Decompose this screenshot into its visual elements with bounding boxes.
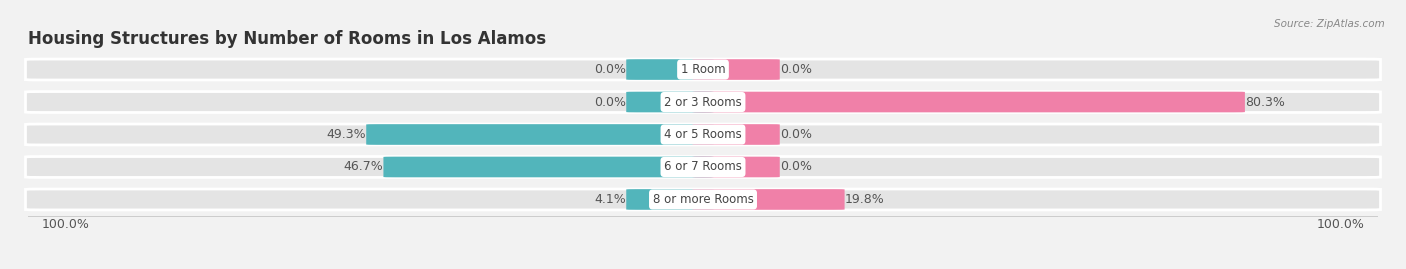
Text: Source: ZipAtlas.com: Source: ZipAtlas.com xyxy=(1274,19,1385,29)
FancyBboxPatch shape xyxy=(692,157,780,177)
Text: Housing Structures by Number of Rooms in Los Alamos: Housing Structures by Number of Rooms in… xyxy=(28,30,547,48)
Text: 19.8%: 19.8% xyxy=(845,193,884,206)
FancyBboxPatch shape xyxy=(366,124,714,145)
Text: 0.0%: 0.0% xyxy=(780,128,811,141)
FancyBboxPatch shape xyxy=(25,157,1381,178)
Text: 0.0%: 0.0% xyxy=(595,95,626,108)
Text: 2 or 3 Rooms: 2 or 3 Rooms xyxy=(664,95,742,108)
Text: 80.3%: 80.3% xyxy=(1244,95,1285,108)
FancyBboxPatch shape xyxy=(692,189,845,210)
Text: 4.1%: 4.1% xyxy=(595,193,626,206)
Text: 0.0%: 0.0% xyxy=(780,161,811,174)
Text: 0.0%: 0.0% xyxy=(780,63,811,76)
FancyBboxPatch shape xyxy=(626,92,714,112)
FancyBboxPatch shape xyxy=(692,124,780,145)
Text: 8 or more Rooms: 8 or more Rooms xyxy=(652,193,754,206)
FancyBboxPatch shape xyxy=(626,189,714,210)
Text: 100.0%: 100.0% xyxy=(1317,218,1365,231)
Text: 46.7%: 46.7% xyxy=(343,161,384,174)
FancyBboxPatch shape xyxy=(384,157,714,177)
Text: 100.0%: 100.0% xyxy=(41,218,89,231)
Text: 4 or 5 Rooms: 4 or 5 Rooms xyxy=(664,128,742,141)
FancyBboxPatch shape xyxy=(25,124,1381,145)
FancyBboxPatch shape xyxy=(25,189,1381,210)
Text: 0.0%: 0.0% xyxy=(595,63,626,76)
FancyBboxPatch shape xyxy=(626,59,714,80)
Text: 6 or 7 Rooms: 6 or 7 Rooms xyxy=(664,161,742,174)
FancyBboxPatch shape xyxy=(25,91,1381,112)
FancyBboxPatch shape xyxy=(692,92,1244,112)
FancyBboxPatch shape xyxy=(25,59,1381,80)
FancyBboxPatch shape xyxy=(692,59,780,80)
Text: 49.3%: 49.3% xyxy=(326,128,366,141)
Text: 1 Room: 1 Room xyxy=(681,63,725,76)
